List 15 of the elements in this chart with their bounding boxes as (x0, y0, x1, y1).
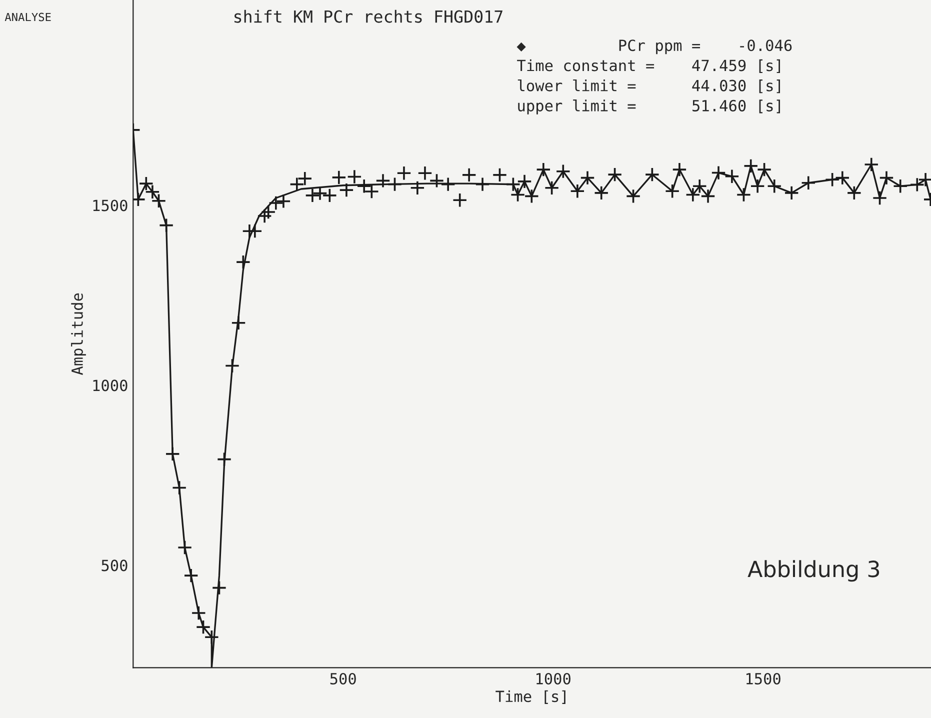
annotation: Time constant = 47.459 [s] (517, 59, 780, 74)
annotation: upper limit = 51.460 [s] (518, 100, 780, 114)
x-axis-title: Time [s] (496, 690, 566, 704)
chart-title: shift KM PCr rechts FHGD017 (234, 10, 502, 23)
y-axis-title: Amplitude (71, 293, 86, 375)
y-tick-label: 1000 (93, 380, 128, 392)
annotation: lower limit = 44.030 [s] (518, 79, 780, 94)
x-tick-label: 1500 (746, 672, 780, 685)
text: ANALYSE (4, 12, 51, 22)
y-tick-label: 500 (102, 560, 128, 572)
annotation: ◆ PCr ppm = -0.046 (516, 40, 792, 54)
x-tick-label: 1000 (536, 672, 570, 685)
x-tick-label: 500 (330, 672, 356, 685)
annotation: Abbildung 3 (748, 560, 880, 582)
y-tick-label: 1500 (93, 200, 128, 212)
